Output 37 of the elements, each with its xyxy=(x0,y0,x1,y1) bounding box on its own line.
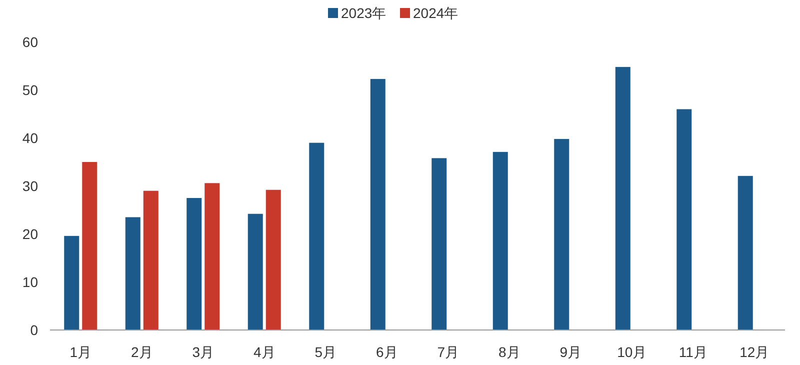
bar xyxy=(309,142,324,330)
x-tick-label: 9月 xyxy=(560,344,582,360)
x-tick-label: 5月 xyxy=(314,344,337,360)
bar xyxy=(676,109,692,330)
x-tick-label: 12月 xyxy=(740,344,770,360)
x-tick-label: 1月 xyxy=(70,344,92,360)
x-tick-label: 6月 xyxy=(376,344,398,360)
bar xyxy=(370,78,386,330)
legend-label: 2024年 xyxy=(413,5,458,21)
legend-label: 2023年 xyxy=(341,5,386,21)
y-tick-label: 40 xyxy=(22,130,38,146)
x-tick-label: 11月 xyxy=(678,344,708,360)
x-tick-label: 2月 xyxy=(130,344,153,360)
y-tick-label: 10 xyxy=(22,274,38,290)
bar xyxy=(248,214,263,330)
y-tick-label: 50 xyxy=(22,82,38,98)
bar xyxy=(125,217,140,330)
bar xyxy=(266,190,281,330)
bar xyxy=(64,236,80,330)
bar xyxy=(432,158,447,330)
x-tick-label: 3月 xyxy=(192,344,214,360)
y-tick-label: 60 xyxy=(22,34,38,50)
bar xyxy=(186,198,202,330)
x-tick-label: 8月 xyxy=(498,344,520,360)
bar xyxy=(204,183,220,330)
y-tick-label: 0 xyxy=(30,322,38,338)
bar xyxy=(492,152,508,330)
bar xyxy=(738,176,753,330)
y-tick-label: 30 xyxy=(22,178,38,194)
bar xyxy=(143,190,158,330)
x-tick-label: 4月 xyxy=(253,344,276,360)
bar xyxy=(554,138,570,330)
x-tick-label: 7月 xyxy=(437,344,460,360)
bar xyxy=(615,66,630,330)
y-tick-label: 20 xyxy=(22,226,38,242)
bar xyxy=(82,162,98,330)
x-tick-label: 10月 xyxy=(617,344,647,360)
